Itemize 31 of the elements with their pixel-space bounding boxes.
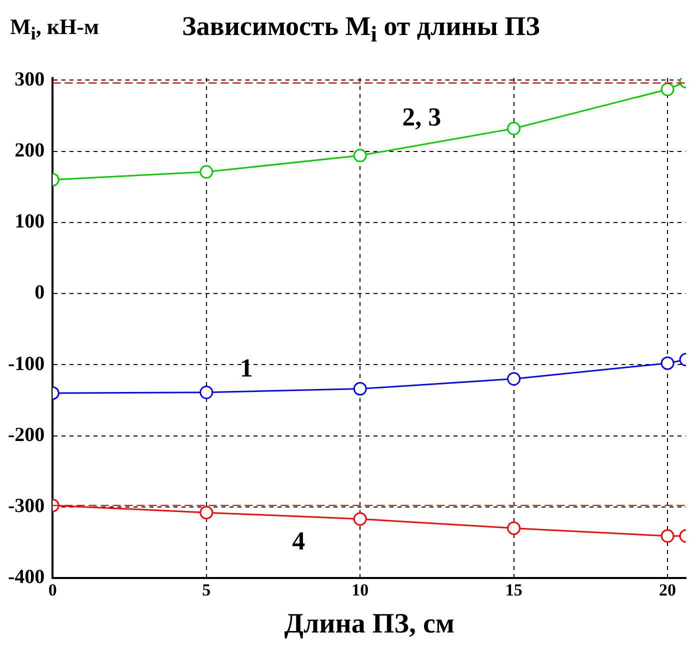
x-tick-label: 20 — [659, 580, 676, 600]
point — [200, 386, 214, 400]
point — [507, 122, 521, 136]
point — [353, 148, 367, 162]
y-tick-label: 100 — [14, 210, 45, 233]
point — [507, 372, 521, 386]
x-axis-title: Длина ПЗ, см — [284, 608, 454, 640]
y-tick-label: 300 — [14, 68, 45, 90]
point — [660, 82, 674, 96]
y-axis-title: M$_{i}$, кН-м — [10, 14, 100, 44]
x-tick-label: 15 — [505, 580, 522, 600]
point — [507, 521, 521, 535]
point — [200, 506, 214, 520]
x-tick-label: 0 — [48, 580, 57, 600]
point — [353, 512, 367, 526]
y-tick-label: 0 — [34, 282, 45, 304]
y-tick-label: -200 — [8, 424, 45, 446]
x-tick-label: 5 — [202, 580, 211, 600]
point — [660, 529, 674, 543]
point — [660, 356, 674, 370]
annotation: 2, 3 — [402, 102, 442, 132]
y-tick-label: -100 — [8, 352, 45, 375]
point — [200, 165, 214, 179]
point — [353, 382, 367, 396]
annotation: 1 — [240, 353, 253, 382]
y-tick-label: 200 — [14, 139, 45, 162]
chart-title: Зависимость M$_{i}$ от длины ПЗ — [182, 10, 540, 48]
y-tick-label: -300 — [8, 495, 45, 518]
x-tick-label: 10 — [352, 580, 369, 600]
y-tick-label: -400 — [8, 566, 45, 588]
annotation: 4 — [292, 526, 306, 556]
